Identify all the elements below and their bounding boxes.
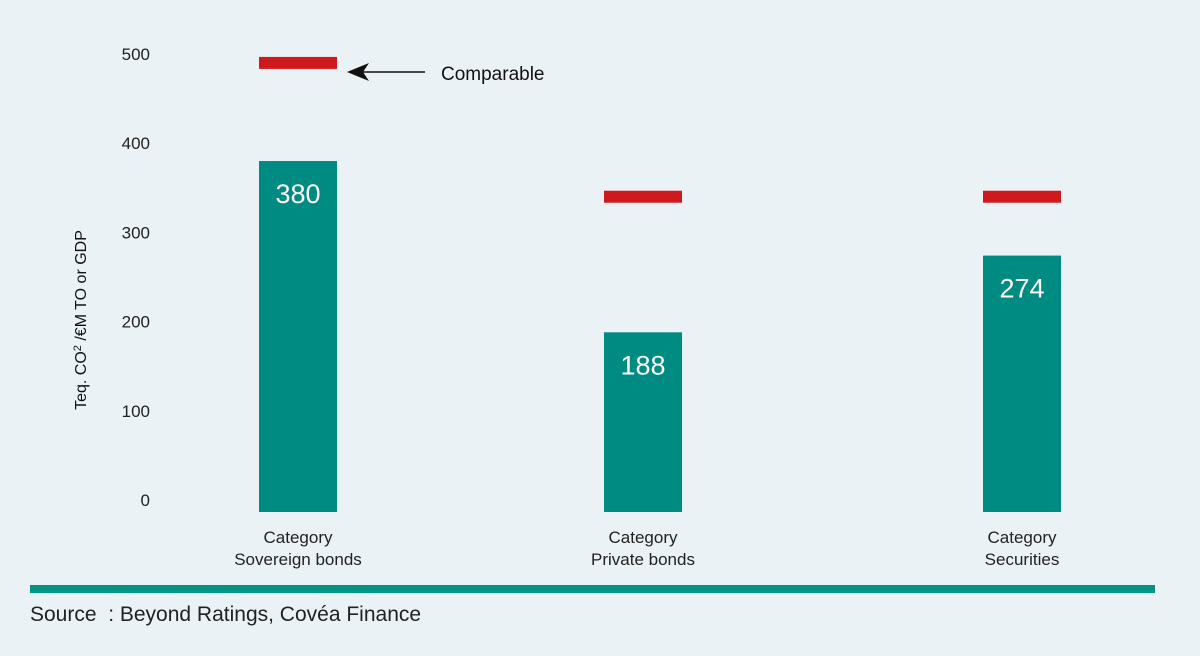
category-label: Category: [609, 528, 678, 547]
source-note: Source : Beyond Ratings, Covéa Finance: [30, 603, 422, 626]
bar-value-label: 274: [999, 274, 1044, 304]
comparable-marker: [604, 190, 682, 203]
bar-value-label: 380: [275, 179, 320, 209]
y-axis-label-subscript: 2: [72, 345, 84, 351]
y-tick-label: 0: [141, 491, 150, 510]
y-axis-label-main: Teq. CO: [73, 351, 90, 410]
y-axis-label: Teq. CO2 /€M TO or GDP: [72, 230, 90, 410]
annotation-arrow-head: [347, 63, 369, 81]
category-label: Private bonds: [591, 550, 695, 569]
category-label: Category: [264, 528, 333, 547]
y-tick-label: 300: [122, 223, 150, 242]
bar: [259, 161, 337, 513]
y-tick-label: 200: [122, 313, 150, 332]
annotation-label: Comparable: [441, 64, 545, 85]
bar-value-label: 188: [620, 350, 665, 380]
y-tick-label: 100: [122, 402, 150, 421]
y-tick-label: 500: [122, 45, 150, 64]
y-tick-label: 400: [122, 134, 150, 153]
bar: [983, 255, 1061, 513]
comparable-annotation: Comparable: [347, 63, 545, 85]
category-label: Securities: [985, 550, 1060, 569]
bar: [604, 332, 682, 512]
comparable-marker: [259, 56, 337, 69]
comparable-marker: [983, 190, 1061, 203]
y-axis-label-unit: /€M TO or GDP: [73, 230, 90, 345]
category-label: Sovereign bonds: [234, 550, 362, 569]
category-label: Category: [988, 528, 1057, 547]
bottom-rule: [30, 585, 1155, 593]
